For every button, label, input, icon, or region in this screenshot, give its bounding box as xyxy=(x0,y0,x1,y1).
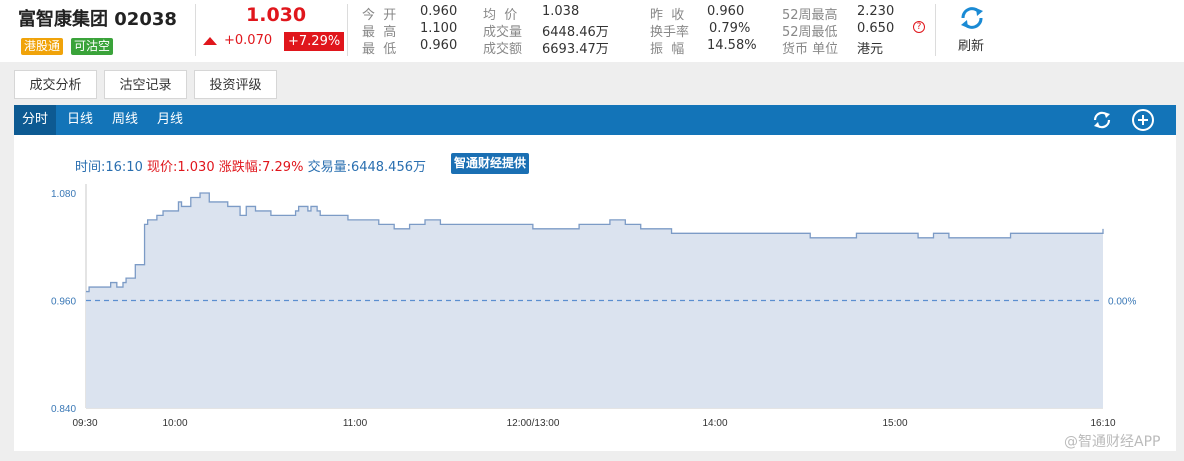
period-tab-bar: 分时 日线 周线 月线 xyxy=(14,105,1176,135)
amount-label: 成交额 xyxy=(483,42,523,57)
x-tick-label: 14:00 xyxy=(702,418,727,429)
price-line xyxy=(86,192,1104,293)
x-tick-label: 09:30 xyxy=(72,418,97,429)
refresh-button[interactable]: 刷新 xyxy=(958,39,985,54)
y-tick-label: 1.080 xyxy=(51,189,76,200)
info-change: 涨跌幅:7.29% xyxy=(218,160,304,175)
divider xyxy=(935,4,936,56)
prev-close-value: 0.960 xyxy=(707,4,745,19)
low-value: 0.960 xyxy=(420,38,458,53)
x-tick-label: 10:00 xyxy=(162,418,187,429)
price-change: +0.070 xyxy=(224,33,273,48)
x-tick-label: 16:10 xyxy=(1090,418,1115,429)
week52-high-label: 52周最高 xyxy=(782,8,838,23)
volume-label: 成交量 xyxy=(483,25,523,40)
open-label: 今 开 xyxy=(362,8,397,23)
turnover-label: 换手率 xyxy=(650,25,690,40)
stock-header: 富智康集团 02038 港股通 可沽空 1.030 +0.070 +7.29% … xyxy=(0,0,1184,62)
watermark: @智通财经APP xyxy=(1064,434,1161,450)
turnover-value: 0.79% xyxy=(709,21,751,36)
plus-circle-icon[interactable] xyxy=(1131,108,1155,132)
avg-label: 均 价 xyxy=(483,8,518,23)
prev-close-label: 昨 收 xyxy=(650,8,685,23)
amount-value: 6693.47万 xyxy=(542,42,609,57)
info-time: 时间:16:10 xyxy=(75,160,143,175)
low-label: 最 低 xyxy=(362,42,397,57)
amplitude-label: 振 幅 xyxy=(650,42,685,57)
open-value: 0.960 xyxy=(420,4,458,19)
tab-monthly[interactable]: 月线 xyxy=(157,112,184,127)
up-arrow-icon xyxy=(203,37,217,45)
y-tick-label: 0.840 xyxy=(51,404,76,415)
info-price: 现价:1.030 xyxy=(147,160,215,175)
short-sell-badge: 可沽空 xyxy=(71,38,114,55)
tab-investment-rating[interactable]: 投资评级 xyxy=(194,70,277,99)
week52-low-value: 0.650 xyxy=(857,21,895,36)
divider xyxy=(195,4,196,56)
volume-value: 6448.46万 xyxy=(542,25,609,40)
refresh-icon[interactable] xyxy=(958,5,986,31)
stock-name: 富智康集团 02038 xyxy=(18,9,177,30)
tab-short-records[interactable]: 沽空记录 xyxy=(104,70,187,99)
high-value: 1.100 xyxy=(420,21,458,36)
week52-low-label: 52周最低 xyxy=(782,25,838,40)
tab-weekly[interactable]: 周线 xyxy=(112,112,139,127)
x-tick-label: 15:00 xyxy=(882,418,907,429)
info-icon[interactable]: ? xyxy=(913,21,925,33)
info-volume: 交易量:6448.456万 xyxy=(307,160,426,175)
data-provider-badge: 智通财经提供 xyxy=(451,153,530,174)
divider xyxy=(347,4,348,56)
amplitude-value: 14.58% xyxy=(707,38,757,53)
x-tick-label: 11:00 xyxy=(343,418,368,429)
tab-daily[interactable]: 日线 xyxy=(67,112,94,127)
week52-high-value: 2.230 xyxy=(857,4,895,19)
high-label: 最 高 xyxy=(362,25,397,40)
refresh-icon[interactable] xyxy=(1090,108,1114,132)
tab-trade-analysis[interactable]: 成交分析 xyxy=(14,70,97,99)
y-tick-label-right: 0.00% xyxy=(1108,297,1136,308)
x-tick-label: 12:00/13:00 xyxy=(507,418,560,429)
y-tick-label: 0.960 xyxy=(51,297,76,308)
avg-value: 1.038 xyxy=(542,4,580,19)
tab-intraday[interactable]: 分时 xyxy=(14,105,57,135)
currency-label: 货币 单位 xyxy=(782,42,839,57)
current-price: 1.030 xyxy=(246,4,307,26)
chart-info-line: 时间:16:10 现价:1.030 涨跌幅:7.29% 交易量:6448.456… xyxy=(75,156,426,175)
change-percent-badge: +7.29% xyxy=(284,32,345,51)
hk-connect-badge: 港股通 xyxy=(21,38,64,55)
currency-value: 港元 xyxy=(857,42,884,57)
